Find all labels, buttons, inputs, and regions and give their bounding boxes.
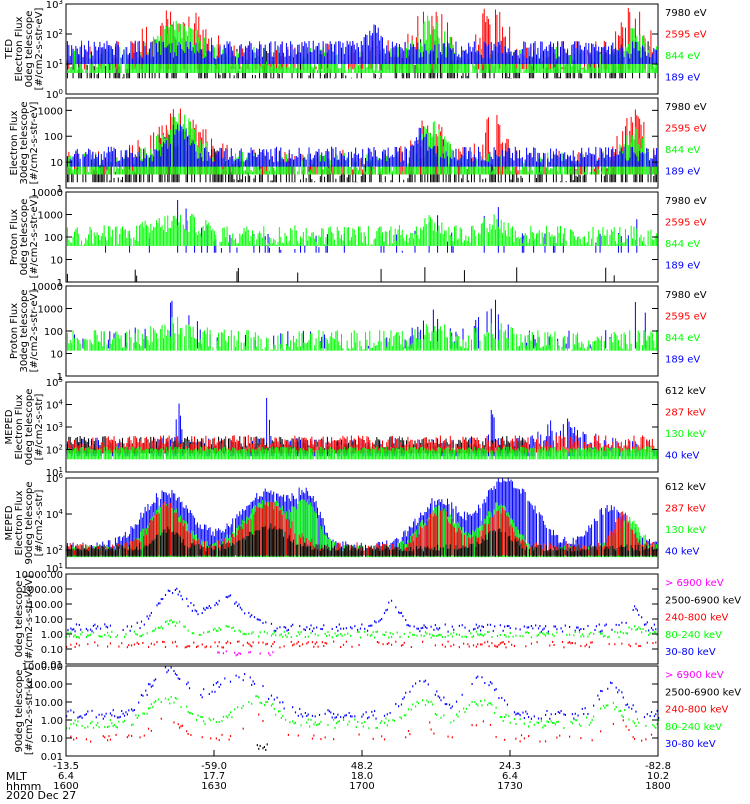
legend-entry: 287 keV [665, 407, 706, 418]
legend-entry: 189 eV [665, 72, 700, 83]
y-axis-label-line: [#/cm2-s-str-eV] [29, 196, 40, 279]
y-tick-label: 102 [46, 444, 63, 457]
y-tick-label: 1000 [38, 211, 63, 222]
legend-entry: 844 eV [665, 333, 700, 344]
y-tick-label: 104 [46, 399, 64, 412]
legend-entry: 7980 eV [665, 196, 707, 207]
series-189-ev [66, 300, 645, 349]
legend-entry: 130 keV [665, 429, 706, 440]
legend-entry: 844 eV [665, 239, 700, 250]
series-189-ev [66, 24, 658, 64]
series-844-ev [66, 214, 658, 246]
y-axis-label-line: [#/cm2-s-str-eV] [29, 102, 40, 185]
series-7980-ev [67, 267, 614, 282]
legend-entry: 40 keV [665, 450, 699, 461]
legend-entry: 7980 eV [665, 8, 707, 19]
legend-entry: 2595 eV [665, 123, 707, 134]
y-tick-label: 103 [46, 421, 63, 434]
y-tick-label: 1000 [38, 106, 63, 117]
y-axis-label-line: [#/cm2-s-str-eV] [29, 290, 40, 373]
y-tick-label: 100 [44, 233, 63, 244]
y-tick-label: 100 [44, 327, 63, 338]
legend-entry: 844 eV [665, 145, 700, 156]
legend-entry: 189 eV [665, 166, 700, 177]
legend-entry: 612 keV [665, 386, 706, 397]
legend-entry: 7980 eV [665, 290, 707, 301]
y-tick-label: 102 [46, 28, 63, 41]
y-tick-label: 10 [50, 158, 63, 169]
y-tick-label: 10 [50, 256, 63, 267]
y-tick-label: 105 [46, 376, 63, 389]
legend-entry: 2595 eV [665, 217, 707, 228]
legend-entry: 2595 eV [665, 29, 707, 40]
y-axis-label-line: [#/cm2-s-str-eV] [34, 8, 45, 91]
panel-frame [66, 98, 658, 188]
y-tick-label: 101 [46, 58, 63, 71]
series-189-ev [66, 125, 658, 167]
legend-entry: 2595 eV [665, 311, 707, 322]
legend-entry: 189 eV [665, 260, 700, 271]
legend-entry: 189 eV [665, 354, 700, 365]
y-tick-label: 1000 [38, 305, 63, 316]
y-tick-label: 100 [46, 88, 63, 101]
y-tick-label: 10 [50, 350, 63, 361]
y-axis-label-line: [#/cm2-s-str] [34, 393, 45, 460]
legend-entry: 844 eV [665, 51, 700, 62]
y-tick-label: 100 [44, 132, 63, 143]
legend-entry: 7980 eV [665, 102, 707, 113]
y-tick-label: 103 [46, 0, 63, 11]
